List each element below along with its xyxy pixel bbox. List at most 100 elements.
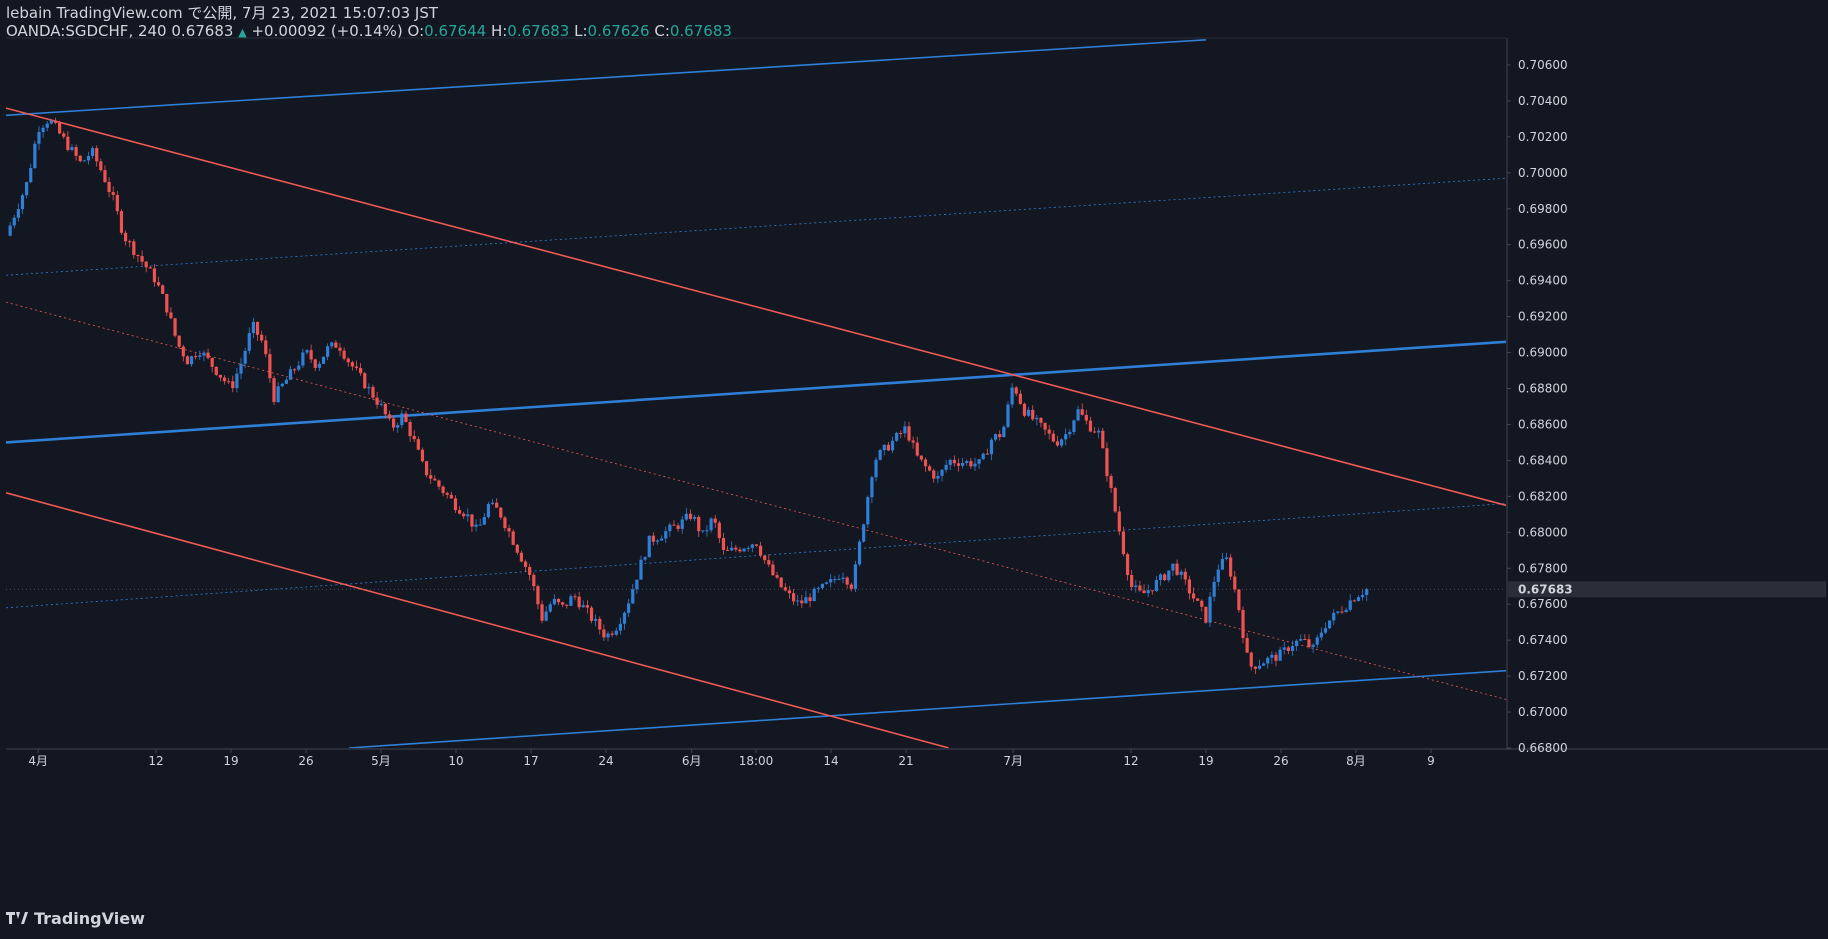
candle-body (1216, 569, 1220, 582)
candle-body (470, 514, 474, 527)
candle-body (882, 444, 886, 451)
candle-body (655, 540, 660, 542)
candle-body (338, 347, 342, 351)
candle-body (1167, 570, 1171, 581)
candle-body (111, 192, 115, 195)
candle-body (787, 590, 792, 594)
candle-body (631, 589, 635, 604)
candle-body (1360, 594, 1365, 598)
candle-body (610, 633, 614, 635)
candle-body (1249, 652, 1253, 667)
candle-body (152, 268, 157, 283)
candle-body (1224, 557, 1229, 559)
candle-body (346, 358, 350, 363)
candle-body (1022, 403, 1027, 416)
candle-body (635, 579, 639, 590)
candle-body (408, 421, 412, 437)
candle-body (1055, 441, 1060, 446)
candle-body (99, 161, 103, 171)
candle-body (717, 522, 721, 539)
candle-body (1080, 409, 1084, 415)
candle-body (140, 256, 144, 262)
candle-body (796, 600, 800, 602)
candle-body (420, 449, 425, 462)
candle-body (969, 461, 973, 467)
candle-body (936, 475, 940, 479)
candle-body (95, 148, 99, 162)
candle-body (754, 544, 759, 546)
candle-body (1241, 610, 1245, 639)
candle-body (977, 459, 981, 464)
candle-body (1299, 638, 1303, 641)
candle-body (288, 369, 293, 380)
footer-brand[interactable]: TradingView (6, 909, 145, 928)
candle-body (1212, 581, 1216, 597)
candle-body (1010, 387, 1014, 405)
candle-body (651, 535, 655, 542)
candle-body (1064, 434, 1068, 440)
candle-body (396, 425, 400, 428)
candle-body (1026, 409, 1031, 416)
candle-body (862, 524, 866, 542)
candle-body (981, 453, 985, 460)
candle-body (1266, 657, 1270, 664)
y-tick-label: 0.70000 (1518, 166, 1568, 180)
candle-body (1303, 638, 1307, 640)
candle-body (684, 513, 688, 520)
up-arrow-icon: ▲ (238, 26, 247, 39)
candle-body (416, 439, 420, 450)
candle-body (132, 241, 136, 255)
y-tick-label: 0.69800 (1518, 202, 1568, 216)
candle-body (90, 148, 95, 156)
candle-body (697, 516, 701, 532)
candle-body (1014, 387, 1018, 394)
candle-body (742, 548, 746, 552)
candle-body (614, 630, 618, 635)
candle-body (181, 346, 185, 357)
candle-body (222, 377, 227, 382)
candle-body (664, 531, 668, 539)
candle-body (1072, 420, 1076, 432)
candle-body (829, 579, 833, 583)
candle-body (973, 463, 977, 467)
candle-body (866, 497, 870, 525)
candle-body (965, 461, 969, 463)
candle-body (41, 127, 45, 133)
candle-body (198, 355, 202, 357)
candle-body (1233, 576, 1237, 590)
candle-body (107, 182, 111, 193)
x-tick-label: 24 (598, 754, 613, 768)
candle-body (1187, 579, 1192, 594)
candle-body (849, 584, 853, 589)
candle-body (507, 528, 511, 532)
symbol-label[interactable]: OANDA:SGDCHF, 240 (6, 22, 167, 40)
candle-body (503, 517, 507, 529)
candle-body (1340, 611, 1344, 613)
candle-body (833, 579, 837, 581)
candle-body (206, 352, 210, 358)
trend-line (6, 177, 1506, 276)
candle-body (342, 350, 346, 359)
candle-body (622, 612, 627, 624)
trend-line (6, 301, 1506, 700)
close-value: 0.67683 (669, 22, 732, 40)
candle-body (359, 368, 363, 374)
candle-body (812, 588, 816, 602)
candle-body (462, 513, 466, 517)
candle-body (400, 413, 404, 426)
candle-body (1245, 638, 1249, 653)
last-price: 0.67683 (171, 22, 234, 40)
y-tick-label: 0.68200 (1518, 489, 1568, 503)
open-value: 0.67644 (424, 22, 487, 40)
candle-body (886, 444, 891, 451)
candle-body (486, 504, 491, 518)
candle-body (660, 538, 664, 541)
candle-body (750, 544, 754, 548)
candle-body (1229, 557, 1233, 577)
tradingview-logo-icon (6, 910, 28, 928)
candle-body (478, 524, 482, 526)
candle-body (874, 459, 878, 478)
candle-body (1097, 430, 1101, 433)
y-tick-label: 0.68400 (1518, 453, 1568, 467)
